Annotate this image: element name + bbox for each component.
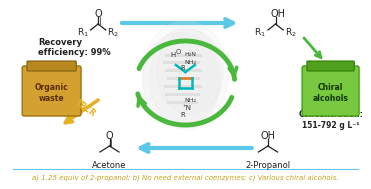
Text: a) 1.25 equiv of 2-propanol; b) No need external coenzymes; c) Various chiral al: a) 1.25 equiv of 2-propanol; b) No need … bbox=[32, 175, 339, 181]
Ellipse shape bbox=[150, 28, 221, 128]
Text: R: R bbox=[180, 112, 185, 118]
Text: Organic
waste: Organic waste bbox=[35, 83, 69, 103]
Text: 2-Propanol: 2-Propanol bbox=[245, 160, 290, 170]
FancyBboxPatch shape bbox=[27, 61, 76, 71]
Text: Concentration:
151-792 g L⁻¹: Concentration: 151-792 g L⁻¹ bbox=[298, 110, 363, 130]
Text: H: H bbox=[170, 52, 176, 58]
Text: Acetone: Acetone bbox=[92, 160, 127, 170]
Text: OH: OH bbox=[260, 131, 275, 141]
Ellipse shape bbox=[143, 20, 228, 130]
Text: R$_1$: R$_1$ bbox=[77, 27, 89, 39]
Text: TBCR: TBCR bbox=[74, 98, 98, 118]
Text: Recovery
efficiency: 99%: Recovery efficiency: 99% bbox=[38, 38, 111, 57]
Text: O: O bbox=[106, 131, 113, 141]
Text: R$_2$: R$_2$ bbox=[285, 27, 296, 39]
FancyBboxPatch shape bbox=[307, 61, 354, 71]
Text: R$_2$: R$_2$ bbox=[108, 27, 119, 39]
Text: O: O bbox=[94, 9, 102, 19]
Ellipse shape bbox=[143, 33, 219, 128]
Text: NH₂: NH₂ bbox=[184, 60, 197, 64]
Text: NH₂: NH₂ bbox=[184, 98, 197, 102]
Text: ⁺N: ⁺N bbox=[183, 105, 191, 111]
FancyBboxPatch shape bbox=[22, 66, 81, 116]
Text: H₂N: H₂N bbox=[184, 53, 197, 57]
Text: Chiral
alcohols: Chiral alcohols bbox=[313, 83, 348, 103]
FancyBboxPatch shape bbox=[302, 66, 359, 116]
Ellipse shape bbox=[157, 29, 223, 115]
Text: R$_1$: R$_1$ bbox=[255, 27, 266, 39]
Text: OH: OH bbox=[271, 9, 286, 19]
Text: R: R bbox=[180, 65, 185, 71]
Text: O: O bbox=[176, 49, 181, 55]
